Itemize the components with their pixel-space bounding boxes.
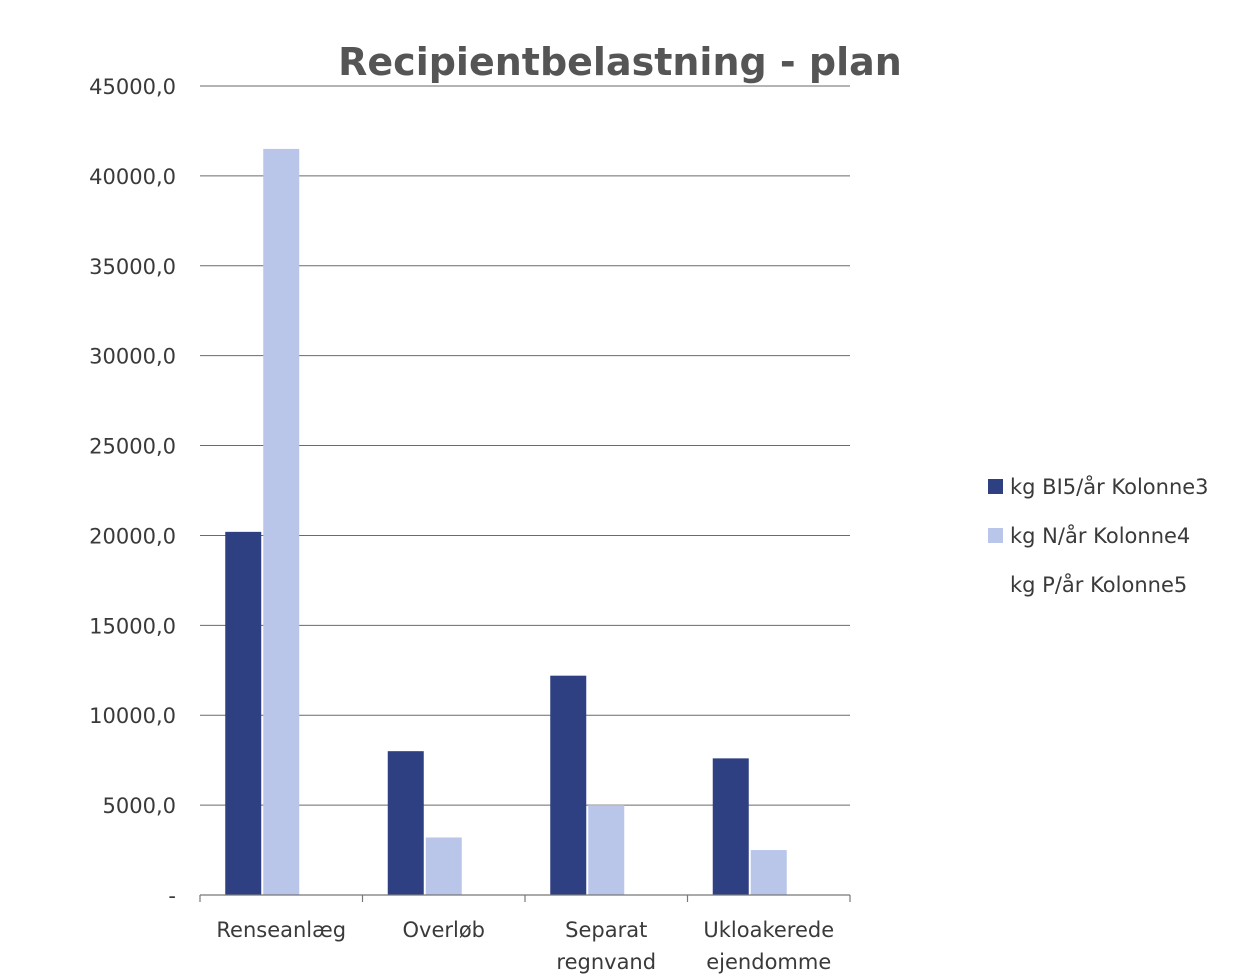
- bar-1-1: [225, 531, 262, 895]
- y-axis-tick-labels: - 5000,0 10000,0 15000,0 20000,0 25000,0 30000…: [89, 75, 176, 908]
- x-tick-label: Overløb: [402, 918, 485, 942]
- chart-title: Recipientbelastning - plan: [338, 40, 902, 84]
- y-tick-label: 20000,0: [89, 524, 176, 548]
- legend-label-3: kg P/år Kolonne5: [1010, 572, 1187, 597]
- y-tick-label: 5000,0: [103, 794, 176, 818]
- y-tick-label: 45000,0: [89, 75, 176, 99]
- x-tick-label: Ukloakerede: [703, 918, 834, 942]
- bars: [225, 148, 787, 895]
- x-axis-tick-labels: Renseanlæg Overløb Separat regnvand Ukloaker…: [216, 918, 834, 974]
- legend-label-2: kg N/år Kolonne4: [1010, 523, 1190, 548]
- x-axis: [199, 894, 851, 902]
- bar-1-2: [387, 751, 424, 895]
- y-tick-label: 40000,0: [89, 165, 176, 189]
- legend-swatch-3: [988, 577, 1003, 592]
- bar-1-3: [550, 675, 587, 895]
- legend: kg BI5/år Kolonne3 kg N/år Kolonne4 kg P/å…: [988, 474, 1209, 597]
- y-tick-label: 35000,0: [89, 255, 176, 279]
- legend-swatch-2: [988, 528, 1003, 543]
- legend-label-1: kg BI5/år Kolonne3: [1010, 474, 1209, 499]
- bar-1-4: [712, 758, 749, 895]
- y-tick-label: 10000,0: [89, 704, 176, 728]
- legend-swatch-1: [988, 479, 1003, 494]
- y-tick-label: 30000,0: [89, 345, 176, 369]
- gridlines: [200, 85, 850, 806]
- x-tick-label: ejendomme: [706, 950, 831, 974]
- bar-2-1: [263, 148, 300, 895]
- bar-2-3: [588, 805, 625, 895]
- x-tick-label: Separat: [565, 918, 647, 942]
- y-tick-label: 25000,0: [89, 435, 176, 459]
- x-tick-label: Renseanlæg: [216, 918, 346, 942]
- bar-2-2: [425, 837, 462, 895]
- y-tick-label: -: [168, 884, 176, 908]
- bar-2-4: [750, 850, 787, 895]
- y-tick-label: 15000,0: [89, 614, 176, 638]
- x-tick-label: regnvand: [556, 950, 656, 974]
